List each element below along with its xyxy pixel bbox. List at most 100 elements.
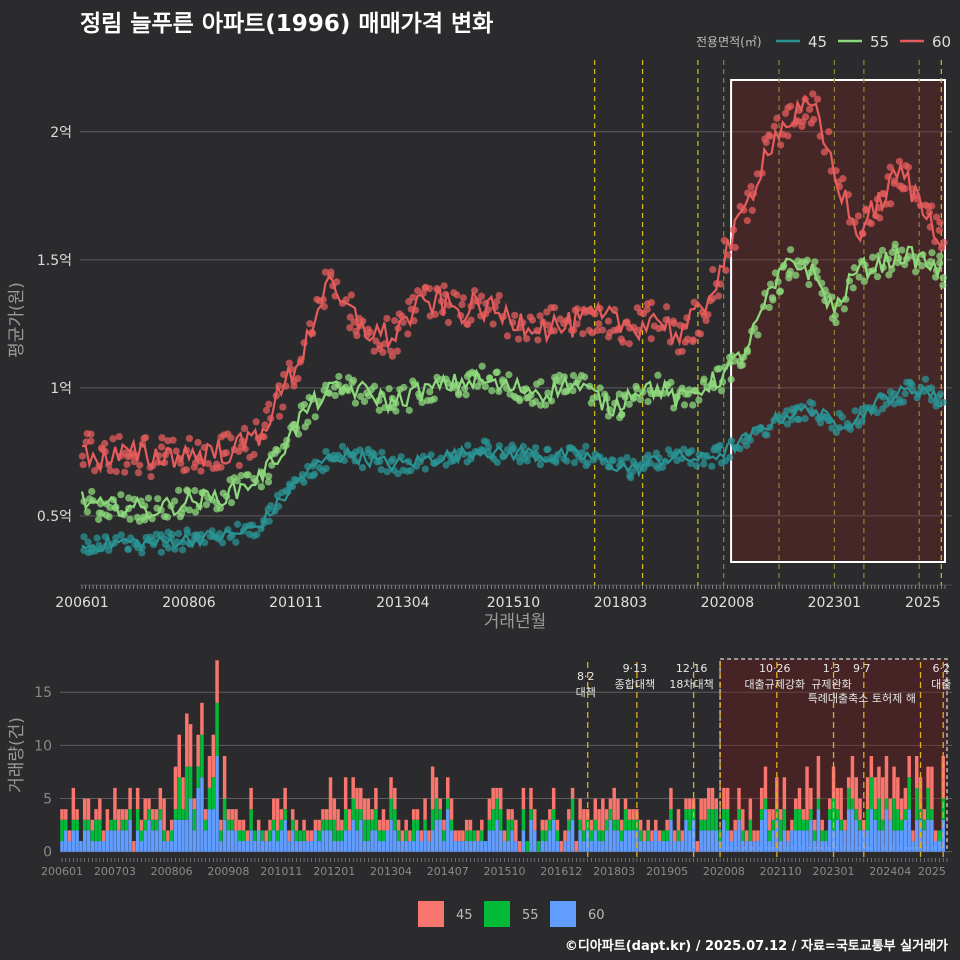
- bar-segment: [332, 819, 337, 842]
- scatter-point-60: [702, 316, 710, 325]
- scatter-point-55: [532, 397, 540, 406]
- scatter-point-45: [726, 453, 734, 461]
- y-tick-label: 1.5억: [37, 253, 72, 269]
- scatter-point-60: [762, 138, 770, 147]
- bar-segment: [457, 841, 461, 852]
- bar-segment: [446, 809, 450, 852]
- bar-segment: [423, 798, 427, 820]
- scatter-point-60: [346, 324, 354, 332]
- bar-segment: [340, 819, 344, 831]
- bar-segment: [116, 809, 121, 831]
- bar-segment: [854, 777, 858, 810]
- bar-segment: [483, 841, 488, 852]
- scatter-point-55: [644, 398, 652, 406]
- bar-segment: [75, 819, 79, 831]
- bar-segment: [582, 841, 586, 852]
- scatter-point-60: [458, 300, 466, 309]
- bar-segment: [60, 809, 64, 820]
- bar-segment: [877, 798, 881, 831]
- bar-segment: [604, 809, 609, 820]
- scatter-point-55: [335, 372, 343, 381]
- bar-segment: [722, 819, 726, 852]
- scatter-point-60: [854, 212, 863, 220]
- scatter-point-60: [813, 95, 822, 103]
- bar-segment: [82, 830, 87, 852]
- scatter-point-55: [505, 371, 513, 379]
- bar-segment: [892, 798, 896, 831]
- scatter-point-55: [106, 503, 114, 512]
- scatter-point-55: [541, 401, 550, 409]
- scatter-point-45: [688, 447, 696, 455]
- bar-segment: [343, 809, 348, 831]
- scatter-point-60: [393, 347, 401, 355]
- scatter-point-55: [754, 331, 762, 339]
- bar-segment: [767, 809, 771, 831]
- scatter-point-60: [932, 213, 941, 221]
- bar-segment: [839, 787, 843, 820]
- bar-segment: [377, 830, 382, 842]
- bar-segment: [514, 841, 518, 852]
- scatter-point-55: [462, 391, 470, 399]
- bar-segment: [461, 841, 465, 852]
- bar-segment: [695, 841, 700, 852]
- bar-x-tick-label: 200703: [94, 865, 136, 878]
- bar-segment: [915, 819, 919, 852]
- scatter-point-60: [722, 266, 730, 274]
- bar-segment: [203, 809, 208, 820]
- bar-segment: [154, 809, 159, 820]
- scatter-point-55: [536, 401, 545, 409]
- bar-segment: [865, 777, 870, 810]
- bar-segment: [797, 830, 802, 852]
- bar-segment: [260, 830, 265, 842]
- bar-segment: [850, 756, 855, 799]
- scatter-point-60: [409, 293, 417, 301]
- scatter-point-45: [174, 529, 183, 538]
- scatter-point-55: [95, 515, 103, 524]
- scatter-point-60: [197, 467, 205, 475]
- scatter-point-55: [918, 262, 926, 270]
- bar-segment: [226, 809, 231, 820]
- scatter-point-60: [820, 148, 829, 156]
- bar-segment: [604, 819, 609, 831]
- bar-segment: [873, 777, 877, 810]
- bar-segment: [915, 756, 919, 788]
- bar-x-tick-label: 200908: [207, 865, 249, 878]
- bar-segment: [215, 756, 219, 852]
- bar-segment: [563, 830, 567, 842]
- bar-segment: [676, 830, 681, 842]
- scatter-point-60: [252, 418, 260, 426]
- bar-segment: [98, 819, 102, 842]
- bar-segment: [521, 787, 526, 810]
- bar-segment: [196, 766, 200, 788]
- bar-segment: [64, 830, 68, 852]
- scatter-point-60: [895, 157, 904, 165]
- bar-segment: [570, 798, 575, 820]
- bar-x-tick-label: 200806: [151, 865, 193, 878]
- bar-segment: [854, 809, 858, 820]
- bar-x-tick-label: 201510: [484, 865, 526, 878]
- bar-segment: [374, 830, 378, 852]
- scatter-point-55: [636, 395, 645, 404]
- bar-segment: [703, 819, 707, 831]
- bar-segment: [778, 809, 783, 820]
- bar-segment: [741, 809, 745, 831]
- scatter-point-55: [300, 400, 308, 409]
- bar-segment: [234, 830, 238, 852]
- scatter-point-60: [250, 450, 258, 459]
- scatter-point-60: [477, 292, 486, 300]
- bar-segment: [661, 830, 666, 842]
- scatter-point-60: [136, 461, 144, 469]
- bar-segment: [268, 841, 272, 852]
- scatter-point-45: [84, 538, 92, 546]
- bar-segment: [362, 819, 367, 842]
- bar-segment: [873, 809, 877, 820]
- scatter-point-45: [809, 400, 817, 408]
- scatter-point-60: [404, 330, 412, 338]
- bar-segment: [706, 809, 711, 831]
- bar-segment: [298, 830, 303, 842]
- bar-segment: [381, 809, 386, 831]
- bar-segment: [396, 819, 401, 831]
- bar-segment: [321, 819, 325, 831]
- x-tick-label: 202008: [701, 595, 754, 611]
- bar-segment: [850, 798, 855, 810]
